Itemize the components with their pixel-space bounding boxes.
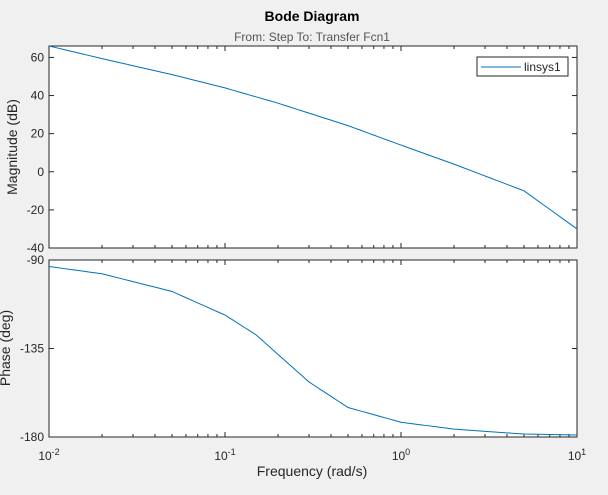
magnitude-ylabel: Magnitude (dB) xyxy=(4,99,20,195)
phase-x-ticks xyxy=(48,260,570,437)
x-tick-label: 100 xyxy=(392,447,410,463)
phase-ylabel: Phase (deg) xyxy=(0,310,13,386)
phase-series-line xyxy=(48,265,578,436)
legend: linsys1 xyxy=(476,56,569,77)
magnitude-ytick-label: 20 xyxy=(31,127,45,141)
magnitude-axes xyxy=(48,45,578,249)
legend-entry-label: linsys1 xyxy=(524,60,561,74)
x-tick-label: 10-1 xyxy=(214,447,235,463)
magnitude-series-line xyxy=(48,45,578,230)
magnitude-ytick-label: 40 xyxy=(31,89,45,103)
phase-y-ticks: -180 -135 -90 xyxy=(20,253,577,444)
magnitude-x-ticks xyxy=(48,46,570,248)
chart-title: Bode Diagram xyxy=(265,8,360,24)
magnitude-y-ticks: -40 -20 0 20 40 60 xyxy=(27,50,577,255)
magnitude-ytick-label: -20 xyxy=(27,203,45,217)
x-tick-labels: 10-2 10-1 100 101 xyxy=(38,447,586,463)
phase-ytick-label: -135 xyxy=(20,342,44,356)
chart-subtitle: From: Step To: Transfer Fcn1 xyxy=(234,30,390,44)
x-axis-label: Frequency (rad/s) xyxy=(257,463,367,479)
magnitude-ytick-label: 60 xyxy=(31,50,45,64)
phase-axes xyxy=(48,259,578,438)
x-tick-label: 101 xyxy=(568,447,586,463)
legend-box xyxy=(476,56,569,77)
magnitude-ytick-label: 0 xyxy=(37,165,44,179)
phase-ytick-label: -90 xyxy=(27,253,45,267)
phase-ytick-label: -180 xyxy=(20,430,44,444)
x-tick-label: 10-2 xyxy=(38,447,59,463)
magnitude-ytick-label: -40 xyxy=(27,241,45,255)
